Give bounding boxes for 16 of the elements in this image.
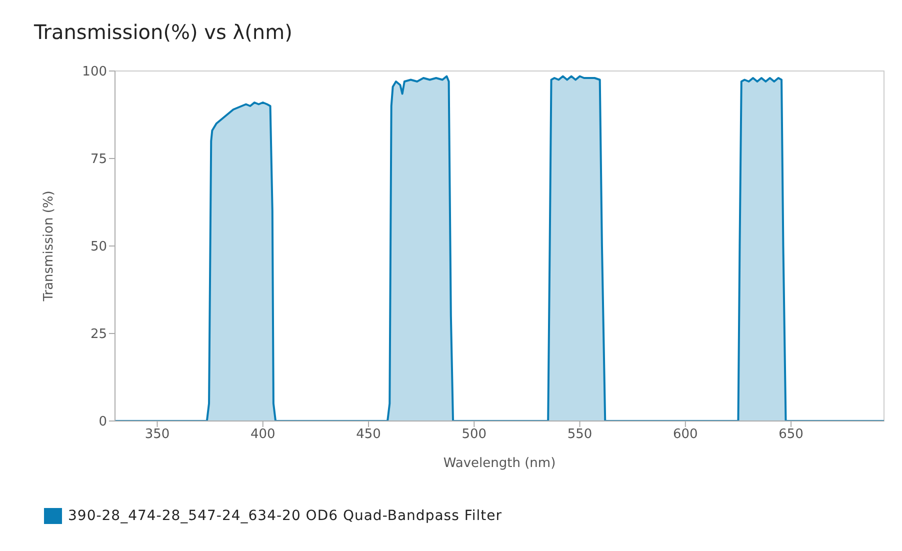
- chart-title: Transmission(%) vs λ(nm): [34, 20, 292, 44]
- x-axis-title: Wavelength (nm): [443, 456, 556, 471]
- x-tick-label: 400: [250, 427, 276, 442]
- x-tick-label: 500: [462, 427, 487, 442]
- x-tick-label: 600: [673, 427, 698, 442]
- x-tick-label: 550: [567, 427, 592, 442]
- y-axis-title: Transmission (%): [42, 190, 57, 302]
- y-tick-label: 75: [90, 152, 107, 168]
- x-tick-label: 650: [778, 427, 804, 442]
- y-tick-label: 50: [90, 240, 107, 255]
- y-tick-label: 25: [90, 327, 107, 342]
- x-tick-label: 450: [356, 427, 381, 442]
- x-tick-label: 350: [144, 427, 170, 442]
- y-tick-label: 0: [98, 414, 107, 430]
- y-tick-label: 100: [82, 64, 107, 80]
- legend-label: 390-28_474-28_547-24_634-20 OD6 Quad-Bandpass Filter: [68, 508, 502, 524]
